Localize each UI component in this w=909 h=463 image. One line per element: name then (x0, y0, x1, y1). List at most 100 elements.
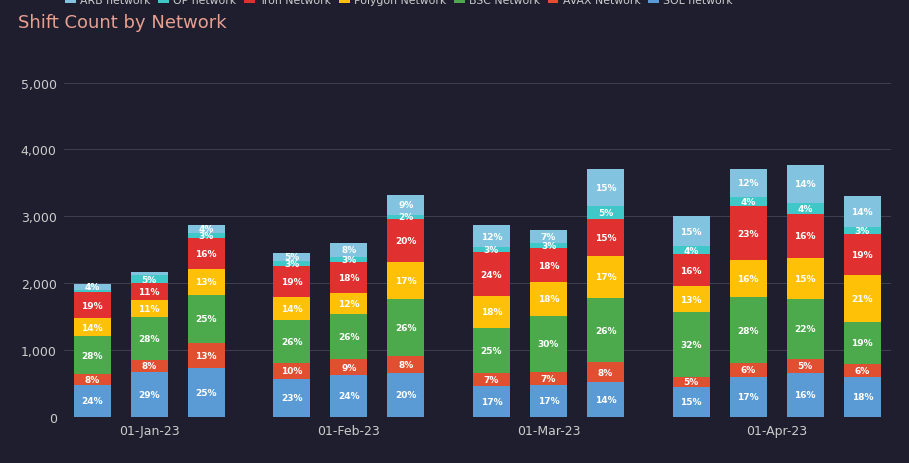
Bar (74, 374, 111, 385)
Text: 14%: 14% (594, 395, 616, 404)
Text: 28%: 28% (138, 334, 160, 343)
Bar (131, 275, 168, 283)
Text: 8%: 8% (598, 368, 614, 377)
Bar (530, 249, 567, 282)
Text: 18%: 18% (538, 294, 559, 304)
Bar (730, 377, 766, 417)
Text: 9%: 9% (341, 363, 356, 372)
Text: 16%: 16% (195, 250, 217, 259)
Bar (330, 257, 367, 263)
Text: 15%: 15% (681, 227, 702, 236)
Text: 7%: 7% (484, 375, 499, 384)
Bar (786, 299, 824, 359)
Text: 17%: 17% (594, 273, 616, 282)
Text: 26%: 26% (281, 337, 303, 346)
Text: 11%: 11% (138, 304, 160, 313)
Bar (274, 266, 310, 297)
Bar (530, 316, 567, 372)
Bar (131, 283, 168, 300)
Text: 28%: 28% (737, 326, 759, 335)
Bar (730, 206, 766, 260)
Text: 14%: 14% (81, 323, 103, 332)
Text: 19%: 19% (852, 250, 874, 259)
Bar (274, 379, 310, 417)
Bar (74, 318, 111, 337)
Text: 28%: 28% (82, 351, 103, 360)
Bar (188, 369, 225, 417)
Text: 18%: 18% (852, 393, 873, 401)
Bar (786, 203, 824, 214)
Bar (530, 243, 567, 249)
Bar (673, 217, 710, 247)
Text: 17%: 17% (395, 277, 416, 286)
Bar (74, 290, 111, 293)
Bar (131, 300, 168, 317)
Text: 4%: 4% (85, 283, 100, 292)
Bar (786, 258, 824, 299)
Bar (587, 382, 624, 417)
Text: 10%: 10% (281, 367, 303, 375)
Bar (844, 377, 881, 417)
Bar (786, 359, 824, 373)
Text: 5%: 5% (684, 377, 699, 386)
Bar (673, 255, 710, 287)
Text: 23%: 23% (281, 394, 303, 402)
Text: 12%: 12% (338, 300, 360, 308)
Text: 20%: 20% (395, 391, 416, 400)
Bar (74, 293, 111, 318)
Bar (673, 287, 710, 313)
Text: 4%: 4% (198, 225, 214, 234)
Bar (274, 253, 310, 262)
Bar (587, 363, 624, 382)
Text: 16%: 16% (794, 390, 816, 399)
Bar (530, 385, 567, 417)
Text: 21%: 21% (852, 294, 873, 303)
Text: 25%: 25% (195, 314, 217, 324)
Bar (330, 375, 367, 417)
Text: 4%: 4% (797, 205, 813, 213)
Text: 3%: 3% (285, 259, 299, 269)
Text: 8%: 8% (85, 375, 100, 384)
Text: 22%: 22% (794, 325, 816, 334)
Text: 12%: 12% (481, 232, 503, 241)
Text: 13%: 13% (195, 278, 217, 287)
Text: 26%: 26% (395, 323, 416, 332)
Text: 19%: 19% (281, 277, 303, 287)
Bar (387, 219, 425, 263)
Text: 29%: 29% (138, 390, 160, 399)
Text: 23%: 23% (737, 229, 759, 238)
Bar (274, 363, 310, 379)
Text: 30%: 30% (538, 339, 559, 348)
Text: 3%: 3% (541, 241, 556, 250)
Text: 6%: 6% (741, 366, 755, 375)
Bar (274, 262, 310, 266)
Bar (786, 373, 824, 417)
Text: 2%: 2% (398, 213, 414, 222)
Bar (730, 363, 766, 377)
Bar (730, 298, 766, 363)
Bar (473, 386, 510, 417)
Bar (188, 239, 225, 270)
Bar (330, 263, 367, 294)
Text: 20%: 20% (395, 237, 416, 246)
Text: 25%: 25% (195, 388, 217, 397)
Text: 25%: 25% (481, 346, 503, 356)
Bar (188, 270, 225, 295)
Text: 5%: 5% (598, 209, 614, 218)
Bar (131, 360, 168, 372)
Text: Shift Count by Network: Shift Count by Network (18, 14, 227, 32)
Bar (473, 248, 510, 253)
Text: 11%: 11% (138, 287, 160, 296)
Bar (188, 295, 225, 343)
Bar (587, 219, 624, 257)
Text: 12%: 12% (737, 179, 759, 188)
Text: 9%: 9% (398, 201, 414, 210)
Text: 7%: 7% (541, 374, 556, 383)
Bar (786, 165, 824, 203)
Text: 3%: 3% (199, 232, 214, 240)
Bar (188, 225, 225, 233)
Text: 17%: 17% (737, 392, 759, 401)
Text: 8%: 8% (398, 360, 414, 369)
Text: 14%: 14% (794, 180, 816, 189)
Text: 18%: 18% (538, 261, 559, 270)
